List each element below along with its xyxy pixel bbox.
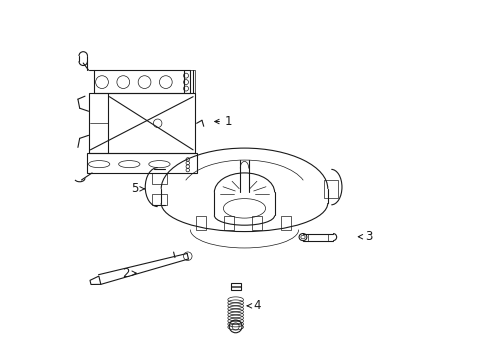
Bar (152, 173, 166, 184)
Text: 4: 4 (247, 299, 260, 312)
Bar (88, 93, 195, 153)
Bar (224, 216, 233, 230)
Bar (86, 153, 196, 173)
Bar (94, 70, 189, 93)
Text: 1: 1 (214, 115, 232, 128)
Bar (195, 216, 205, 230)
Text: 5: 5 (130, 183, 144, 195)
Bar (230, 283, 240, 290)
Text: 3: 3 (358, 230, 372, 243)
Text: 2: 2 (122, 267, 136, 280)
Bar (324, 180, 338, 198)
Bar (280, 216, 290, 230)
Bar (184, 70, 195, 93)
Bar (152, 194, 166, 205)
Bar (252, 216, 262, 230)
